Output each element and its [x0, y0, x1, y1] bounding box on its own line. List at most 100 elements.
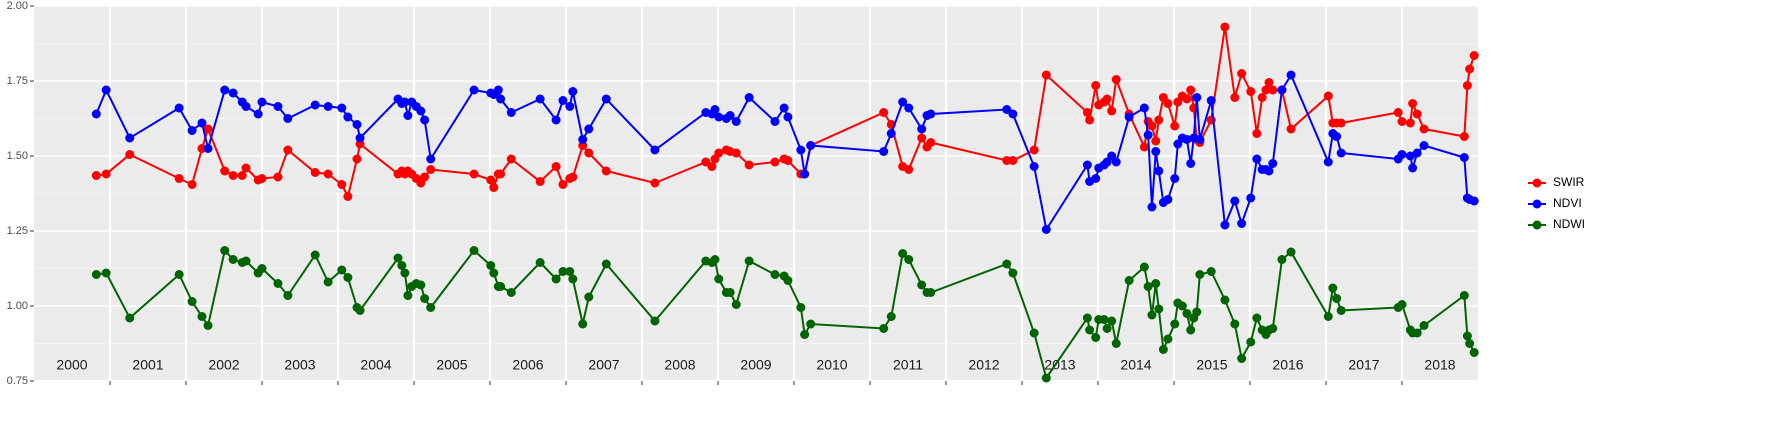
point — [1082, 160, 1092, 170]
point — [355, 133, 365, 143]
legend-label: NDVI — [1553, 196, 1582, 210]
point — [403, 111, 413, 120]
point — [1465, 339, 1475, 348]
point — [197, 312, 207, 321]
point — [400, 97, 410, 107]
point — [91, 270, 101, 279]
y-tick-label: 1.50 — [7, 150, 28, 162]
point — [535, 94, 545, 104]
point — [91, 109, 101, 119]
point — [241, 256, 251, 266]
point — [568, 87, 578, 96]
point — [283, 145, 293, 155]
point — [1186, 325, 1196, 335]
point — [1124, 276, 1134, 285]
point — [1469, 196, 1479, 206]
point — [343, 112, 353, 122]
point — [220, 85, 230, 95]
point — [1264, 78, 1274, 87]
point — [917, 280, 927, 290]
point — [1111, 157, 1121, 167]
point — [352, 120, 362, 129]
point — [241, 102, 251, 111]
point — [714, 274, 724, 284]
year-label: 2016 — [1272, 357, 1303, 373]
year-label: 2015 — [1196, 357, 1227, 373]
point — [1163, 99, 1173, 108]
point — [1082, 108, 1092, 117]
point — [1163, 334, 1173, 344]
point — [1412, 148, 1422, 158]
point — [420, 172, 430, 182]
point — [1107, 316, 1117, 326]
point — [796, 303, 806, 312]
point — [187, 297, 197, 306]
point — [426, 165, 436, 174]
point — [1230, 196, 1240, 206]
point — [584, 292, 594, 302]
point — [337, 180, 347, 189]
point — [1286, 124, 1296, 134]
point — [551, 115, 561, 125]
point — [257, 174, 267, 183]
point — [1459, 153, 1469, 162]
point — [393, 253, 403, 263]
point — [601, 94, 611, 104]
point — [1041, 225, 1051, 234]
point — [558, 96, 568, 105]
point — [220, 166, 230, 176]
y-tick-label: 0.75 — [7, 375, 28, 387]
legend-marker — [1532, 178, 1542, 188]
point — [1163, 195, 1173, 204]
point — [800, 169, 810, 179]
year-label: 2010 — [816, 357, 847, 373]
point — [1177, 301, 1187, 311]
point — [323, 102, 333, 111]
point — [1277, 255, 1287, 264]
point — [426, 154, 436, 164]
point — [310, 168, 320, 177]
point — [1091, 81, 1101, 90]
point — [650, 178, 660, 188]
point — [257, 264, 267, 273]
point — [496, 169, 506, 179]
point — [535, 258, 545, 267]
point — [1182, 135, 1192, 144]
point — [1332, 132, 1342, 141]
point — [174, 174, 184, 183]
point — [731, 117, 741, 126]
point — [926, 288, 936, 297]
point — [800, 330, 810, 339]
point — [886, 129, 896, 138]
point — [1206, 267, 1216, 276]
point — [1286, 247, 1296, 257]
point — [1252, 313, 1262, 323]
point — [257, 97, 267, 107]
point — [1419, 124, 1429, 134]
point — [310, 100, 320, 110]
point — [489, 183, 499, 192]
point — [725, 111, 735, 120]
point — [1082, 313, 1092, 323]
point — [400, 268, 410, 278]
point — [1195, 270, 1205, 279]
point — [241, 163, 251, 173]
point — [1469, 51, 1479, 60]
point — [1170, 121, 1180, 131]
point — [420, 115, 430, 125]
year-label: 2017 — [1348, 357, 1379, 373]
point — [1268, 159, 1278, 168]
point — [917, 133, 927, 143]
point — [1462, 331, 1472, 341]
point — [886, 312, 896, 321]
point — [1323, 312, 1333, 321]
point — [1286, 70, 1296, 80]
point — [551, 162, 561, 171]
legend-label: NDWI — [1553, 217, 1585, 231]
year-label: 2011 — [893, 357, 923, 373]
point — [578, 135, 588, 144]
point — [486, 175, 496, 185]
point — [1111, 75, 1121, 84]
point — [1408, 99, 1418, 108]
point — [1277, 85, 1287, 95]
